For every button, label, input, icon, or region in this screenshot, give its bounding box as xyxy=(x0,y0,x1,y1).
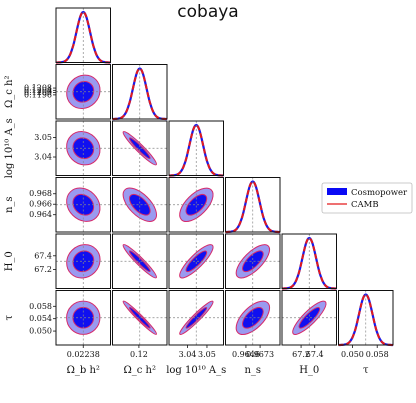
ytick-label-ns: 0.964 xyxy=(29,210,52,219)
xtick-label-ns: 0.9673 xyxy=(246,350,274,359)
contour-68-ns-as xyxy=(185,193,208,216)
contour-68-tau-h0 xyxy=(298,306,321,329)
ytick-label-oc: 0.1200 xyxy=(24,88,52,97)
panel-frame-as-as xyxy=(168,120,224,176)
contour-68-as-ob xyxy=(72,137,95,160)
panel-frame-h0-oc xyxy=(112,233,168,289)
xtick-label-ob: 0.02238 xyxy=(67,350,100,359)
ytick-label-tau: 0.054 xyxy=(29,314,52,323)
panel-frame-tau-oc xyxy=(112,290,168,346)
xlabel-oc: Ω_c h² xyxy=(123,365,156,376)
ytick-label-h0: 67.2 xyxy=(34,265,52,274)
marginal-camb-tau xyxy=(338,293,393,346)
panel-frame-tau-tau xyxy=(338,290,394,346)
marginal-camb-as xyxy=(169,123,224,177)
marginal-camb-h0 xyxy=(282,236,337,290)
contour-68-as-oc xyxy=(128,137,151,160)
ylabel-h0: H_0 xyxy=(4,251,15,271)
panel-frame-tau-ns xyxy=(225,290,281,346)
contour-68-h0-as xyxy=(185,250,208,273)
legend-label-0: Cosmopower xyxy=(351,188,408,198)
ytick-label-oc: 0.1204 xyxy=(24,86,52,95)
panel-frame-h0-as xyxy=(168,233,224,289)
contour-68-h0-ob xyxy=(72,250,95,273)
contour-68-tau-as xyxy=(185,306,208,329)
panel-frame-h0-ob xyxy=(55,233,111,289)
panel-frame-oc-oc xyxy=(112,64,168,120)
contour-68-tau-oc xyxy=(128,306,151,329)
xtick-label-tau: 0.058 xyxy=(366,350,389,359)
panel-frame-ns-ns xyxy=(225,177,281,233)
xtick-label-ns: 0.9646 xyxy=(232,350,260,359)
ytick-label-oc: 0.1196 xyxy=(24,90,52,99)
contour-68-ns-oc xyxy=(128,193,151,216)
ytick-label-h0: 67.4 xyxy=(34,251,52,260)
xtick-label-as: 3.04 xyxy=(179,350,197,359)
panel-frame-h0-h0 xyxy=(281,233,337,289)
contour-68-oc-ob xyxy=(72,80,95,103)
contour-68-tau-ns xyxy=(242,306,264,329)
ytick-label-as: 3.04 xyxy=(34,153,52,162)
xtick-label-tau: 0.050 xyxy=(341,350,364,359)
contour-68-ns-ob xyxy=(72,193,95,216)
panel-frame-ns-as xyxy=(168,177,224,233)
panel-frame-as-ob xyxy=(55,120,111,176)
xtick-label-oc: 0.12 xyxy=(130,350,148,359)
panel-frame-ns-oc xyxy=(112,177,168,233)
panel-frame-tau-h0 xyxy=(281,290,337,346)
xlabel-tau: τ xyxy=(363,365,369,376)
ylabel-as: log 10¹⁰ A_s xyxy=(4,118,15,178)
panel-frame-ob-ob xyxy=(55,7,111,63)
contour-68-h0-oc xyxy=(128,250,151,273)
chart-title: cobaya xyxy=(177,2,239,22)
ylabel-ns: n_s xyxy=(4,196,15,213)
ytick-label-as: 3.05 xyxy=(34,133,52,142)
panel-frame-oc-ob xyxy=(55,64,111,120)
xtick-label-as: 3.05 xyxy=(198,350,216,359)
ylabel-tau: τ xyxy=(4,315,15,321)
legend-swatch-0 xyxy=(327,188,347,195)
ytick-label-ns: 0.968 xyxy=(29,189,52,198)
panel-frame-as-oc xyxy=(112,120,168,176)
xtick-label-h0: 67.4 xyxy=(306,350,324,359)
xlabel-h0: H_0 xyxy=(299,365,319,376)
xlabel-ns: n_s xyxy=(244,365,261,376)
xlabel-as: log 10¹⁰ A_s xyxy=(166,365,226,376)
contour-68-h0-ns xyxy=(242,250,264,273)
ytick-label-oc: 0.1208 xyxy=(24,84,52,93)
panel-frame-h0-ns xyxy=(225,233,281,289)
xlabel-ob: Ω_b h² xyxy=(67,365,100,376)
legend-label-1: CAMB xyxy=(351,200,379,210)
ytick-label-tau: 0.058 xyxy=(29,302,52,311)
marginal-camb-oc xyxy=(112,67,167,120)
marginal-camb-ns xyxy=(225,180,280,233)
panel-frame-tau-as xyxy=(168,290,224,346)
xtick-label-h0: 67.2 xyxy=(292,350,310,359)
panel-frame-ns-ob xyxy=(55,177,111,233)
marginal-camb-ob xyxy=(56,10,111,64)
ytick-label-tau: 0.050 xyxy=(29,327,52,336)
ylabel-oc: Ω_c h² xyxy=(4,75,15,108)
ytick-label-ns: 0.966 xyxy=(29,200,52,209)
